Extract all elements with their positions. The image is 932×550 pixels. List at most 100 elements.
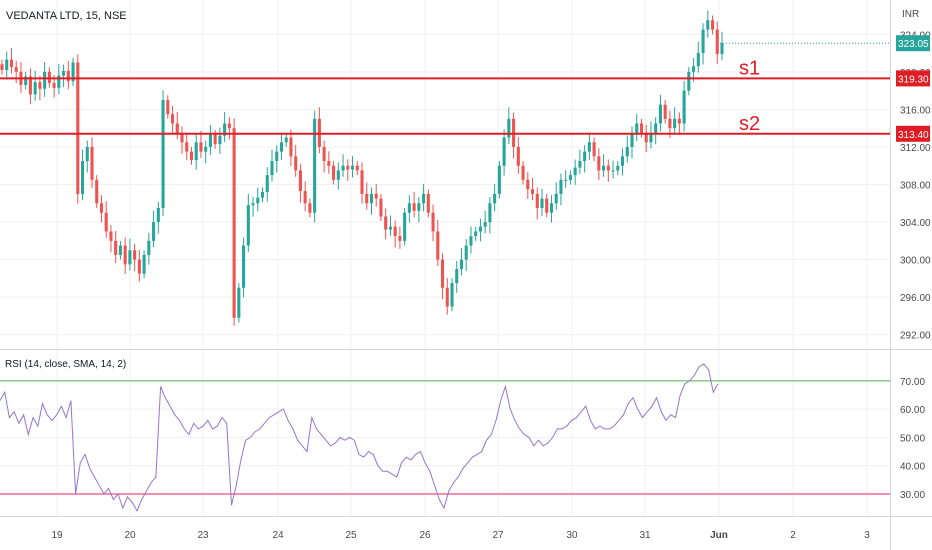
candle-body bbox=[455, 269, 459, 284]
candle-body bbox=[583, 151, 587, 162]
candle-body bbox=[194, 142, 198, 161]
candle-body bbox=[294, 156, 298, 171]
candle-body bbox=[564, 179, 568, 181]
candle-body bbox=[374, 193, 378, 199]
candle-body bbox=[43, 71, 47, 89]
rsi-band-lines bbox=[0, 380, 890, 495]
candle-body bbox=[611, 170, 615, 172]
candle-body bbox=[493, 193, 497, 204]
candle-body bbox=[663, 104, 667, 119]
candlestick-series bbox=[0, 10, 724, 326]
candle-body bbox=[393, 226, 397, 237]
candle-body bbox=[554, 193, 558, 204]
candle-body bbox=[237, 287, 241, 318]
time-tick-label: 20 bbox=[124, 530, 136, 541]
candle-body bbox=[336, 170, 340, 180]
candle-body bbox=[587, 142, 591, 152]
candle-body bbox=[57, 75, 61, 88]
candle-body bbox=[284, 137, 288, 143]
candle-body bbox=[521, 165, 525, 180]
candle-body bbox=[502, 137, 506, 166]
candle-body bbox=[218, 135, 222, 145]
candle-body bbox=[369, 193, 374, 204]
candle-body bbox=[668, 118, 672, 129]
candle-body bbox=[260, 192, 265, 198]
candle-body bbox=[270, 161, 274, 176]
candle-body bbox=[407, 203, 411, 213]
candle-body bbox=[322, 146, 326, 162]
candle-body bbox=[223, 123, 227, 136]
candle-body bbox=[9, 59, 14, 68]
chart-title: VEDANTA LTD, 15, NSE bbox=[6, 10, 127, 22]
candle-body bbox=[578, 161, 582, 168]
candle-body bbox=[516, 146, 520, 166]
candle-body bbox=[649, 132, 653, 143]
time-tick-label: 27 bbox=[492, 530, 504, 541]
candle-body bbox=[242, 245, 246, 288]
candle-body bbox=[602, 165, 606, 171]
candle-body bbox=[95, 179, 99, 204]
candle-body bbox=[24, 76, 28, 85]
price-tick-label: 312.00 bbox=[900, 143, 931, 154]
s1-price-badge: 319.30 bbox=[898, 74, 929, 85]
rsi-tick-label: 60.00 bbox=[900, 405, 925, 416]
candle-body bbox=[526, 179, 530, 190]
current-price-badge-bg bbox=[896, 35, 930, 52]
candle-body bbox=[303, 191, 307, 204]
candle-body bbox=[346, 165, 350, 170]
candle-body bbox=[227, 123, 231, 129]
candle-body bbox=[701, 29, 705, 54]
candle-body bbox=[431, 212, 435, 232]
candle-body bbox=[327, 161, 331, 166]
candle-body bbox=[28, 76, 32, 95]
candle-body bbox=[133, 250, 137, 260]
candle-body bbox=[426, 193, 430, 213]
candle-body bbox=[422, 193, 426, 204]
s1-price-badge-bg bbox=[896, 70, 930, 87]
s2-price-badge: 313.40 bbox=[898, 130, 929, 141]
candle-body bbox=[440, 259, 445, 288]
candle-body bbox=[379, 198, 383, 217]
candle-body bbox=[90, 146, 94, 180]
candle-body bbox=[204, 146, 208, 152]
rsi-tick-label: 40.00 bbox=[900, 462, 925, 473]
candle-body bbox=[398, 236, 402, 241]
candle-body bbox=[692, 66, 696, 72]
candle-body bbox=[710, 20, 715, 30]
s2-label: s2 bbox=[739, 113, 760, 135]
candle-body bbox=[620, 156, 625, 166]
candle-body bbox=[412, 203, 416, 211]
time-tick-label: 26 bbox=[419, 530, 431, 541]
candle-body bbox=[635, 123, 639, 133]
candle-body bbox=[180, 132, 184, 143]
candle-body bbox=[469, 236, 473, 246]
candle-body bbox=[388, 226, 392, 230]
candle-body bbox=[530, 189, 535, 194]
candle-body bbox=[246, 205, 250, 246]
candle-body bbox=[66, 70, 70, 82]
candle-body bbox=[436, 231, 440, 260]
candle-body bbox=[275, 151, 279, 162]
candle-body bbox=[549, 203, 554, 213]
candle-body bbox=[213, 134, 217, 145]
candle-body bbox=[360, 170, 364, 194]
time-tick-label: 30 bbox=[566, 530, 578, 541]
candle-body bbox=[478, 226, 482, 232]
candle-body bbox=[355, 165, 359, 171]
candle-body bbox=[62, 70, 66, 76]
candle-body bbox=[170, 114, 175, 124]
candle-body bbox=[639, 123, 644, 133]
candle-body bbox=[450, 283, 454, 307]
candle-body bbox=[417, 203, 421, 211]
candle-body bbox=[687, 71, 691, 91]
candle-body bbox=[332, 165, 336, 180]
candle-body bbox=[104, 212, 108, 232]
rsi-line-series bbox=[0, 363, 719, 513]
time-tick-label: 3 bbox=[864, 530, 870, 541]
candle-body bbox=[118, 245, 122, 255]
candle-body bbox=[175, 123, 179, 133]
time-tick-label: Jun bbox=[710, 530, 728, 541]
time-tick-label: 31 bbox=[639, 530, 651, 541]
candle-body bbox=[80, 161, 85, 194]
